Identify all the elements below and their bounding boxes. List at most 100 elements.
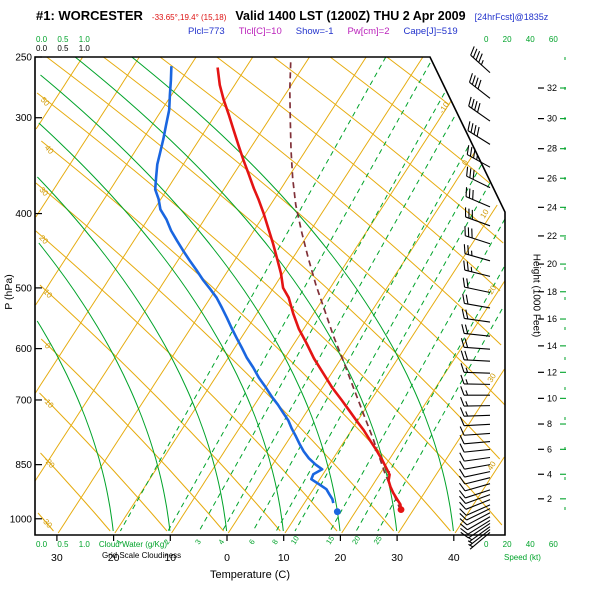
height-tick-label: 14 — [547, 341, 557, 351]
dry-adiabat-label: 30 — [37, 185, 50, 198]
mixing-ratio-label: 2 — [162, 538, 172, 546]
height-tick-label: 10 — [547, 393, 557, 403]
wind-barb — [459, 494, 491, 505]
surface-temp-marker — [397, 506, 405, 514]
cloud-water-label: Cloud Water (g/Kg) — [98, 540, 167, 549]
pressure-tick-label: 400 — [15, 209, 32, 220]
height-tick-label: 2 — [547, 494, 552, 504]
wind-barb — [462, 277, 491, 294]
wind-barb — [460, 363, 491, 374]
wind-barb — [461, 324, 491, 337]
wind-barb — [460, 519, 491, 535]
dewpoint-curve — [153, 66, 335, 504]
mixing-ratio-label: 8 — [270, 538, 280, 546]
wind-barb — [460, 386, 490, 396]
wind-barb — [470, 46, 491, 74]
wind-barb — [460, 522, 491, 539]
cloud-scale-top-black: 0.0 0.5 1.0 — [36, 44, 90, 53]
height-tick-label: 20 — [547, 259, 557, 269]
wind-barb — [463, 260, 491, 277]
temperature-tick-label: 40 — [448, 552, 460, 564]
wind-barb — [463, 244, 491, 262]
pressure-tick-label: 600 — [15, 344, 32, 355]
wind-barb — [460, 338, 491, 350]
mixing-ratio-label: 25 — [372, 534, 384, 546]
wind-barb — [460, 374, 491, 385]
parcel-path-curve — [288, 62, 402, 511]
wind-barb — [467, 121, 491, 145]
temperature-axis-label: Temperature (C) — [209, 569, 291, 581]
wind-barb — [459, 452, 491, 462]
index-plcl: Plcl=773 — [188, 26, 225, 37]
index-cape: Cape[J]=519 — [403, 26, 458, 37]
wind-barb — [459, 512, 491, 526]
height-tick-label: 26 — [547, 173, 557, 183]
height-axis-label: Height (1000 Feet) — [530, 253, 542, 338]
cloud-scale-top-green: 0.0 0.5 1.0 — [36, 35, 90, 44]
dry-adiabat-label: 20 — [37, 233, 50, 246]
wind-barb — [462, 293, 491, 309]
wind-barb — [459, 426, 491, 436]
wind-barb — [458, 482, 491, 492]
height-tick-label: 4 — [547, 469, 552, 479]
pressure-tick-label: 500 — [15, 283, 32, 294]
temperature-tick-label: 20 — [335, 552, 347, 564]
index-precipitable-water: Pw[cm]=2 — [347, 26, 390, 37]
pressure-axis-label: P (hPa) — [3, 274, 15, 310]
index-showalter: Show=-1 — [295, 26, 334, 37]
height-tick-label: 32 — [547, 83, 557, 93]
wind-barb — [459, 516, 491, 531]
temperature-curve — [216, 67, 403, 510]
pressure-tick-label: 250 — [15, 53, 32, 64]
speed-scale-bottom: 0 20 40 60 — [484, 540, 558, 549]
header-indices: Plcl=773 Tlcl[C]=10 Show=-1 Pw[cm]=2 Cap… — [188, 26, 458, 37]
index-tlcl: Tlcl[C]=10 — [238, 26, 282, 37]
wind-barb — [459, 508, 491, 521]
temperature-tick-label: 20 — [108, 552, 120, 564]
wind-barb — [459, 504, 491, 516]
wind-barb — [465, 187, 491, 208]
wind-barb — [466, 166, 491, 189]
valid-time: Valid 1400 LST (1200Z) THU 2 Apr 2009 — [235, 9, 466, 23]
dry-adiabat-label: 50 — [39, 95, 52, 108]
wind-barb — [468, 96, 491, 122]
wind-barb — [459, 443, 491, 453]
height-tick-label: 28 — [547, 144, 557, 154]
temperature-tick-label: 10 — [278, 552, 290, 564]
station-coords: -33.65°,19.4° (15,18) — [151, 13, 227, 22]
mixing-ratio-label: 15 — [324, 534, 336, 546]
wind-barb — [459, 416, 491, 427]
height-tick-label: 12 — [547, 367, 557, 377]
wind-barb — [459, 434, 491, 445]
pressure-tick-label: 700 — [15, 395, 32, 406]
wind-barb — [466, 145, 491, 168]
wind-barb — [459, 407, 491, 417]
height-tick-label: 8 — [547, 419, 552, 429]
temperature-tick-label: 10 — [164, 552, 176, 564]
height-tick-label: 18 — [547, 287, 557, 297]
isotherm-label: 0 — [460, 158, 470, 167]
wind-barb — [459, 460, 491, 470]
wind-barb — [459, 499, 491, 510]
height-tick-label: 24 — [547, 202, 557, 212]
surface-dewpoint-marker — [333, 508, 341, 516]
dry-adiabat-label: 10 — [41, 287, 54, 300]
wind-barb — [458, 489, 491, 499]
wind-barb — [459, 468, 491, 478]
wind-barb — [460, 350, 491, 362]
wind-barb — [465, 207, 491, 227]
grid-scale-cloudiness-label: Grid Scale Cloudiness — [102, 551, 182, 560]
height-tick-label: 22 — [547, 231, 557, 241]
speed-scale-top: 0 20 40 60 — [484, 35, 558, 44]
temperature-tick-label: 30 — [391, 552, 403, 564]
wind-barb — [468, 532, 491, 550]
mixing-ratio-label: 1 — [114, 538, 124, 546]
wind-barbs-column — [458, 46, 491, 550]
temperature-tick-label: 30 — [51, 552, 63, 564]
height-tick-label: 16 — [547, 314, 557, 324]
dry-adiabat-label: -10 — [41, 395, 56, 410]
mixing-ratio-label: 3 — [193, 538, 203, 546]
